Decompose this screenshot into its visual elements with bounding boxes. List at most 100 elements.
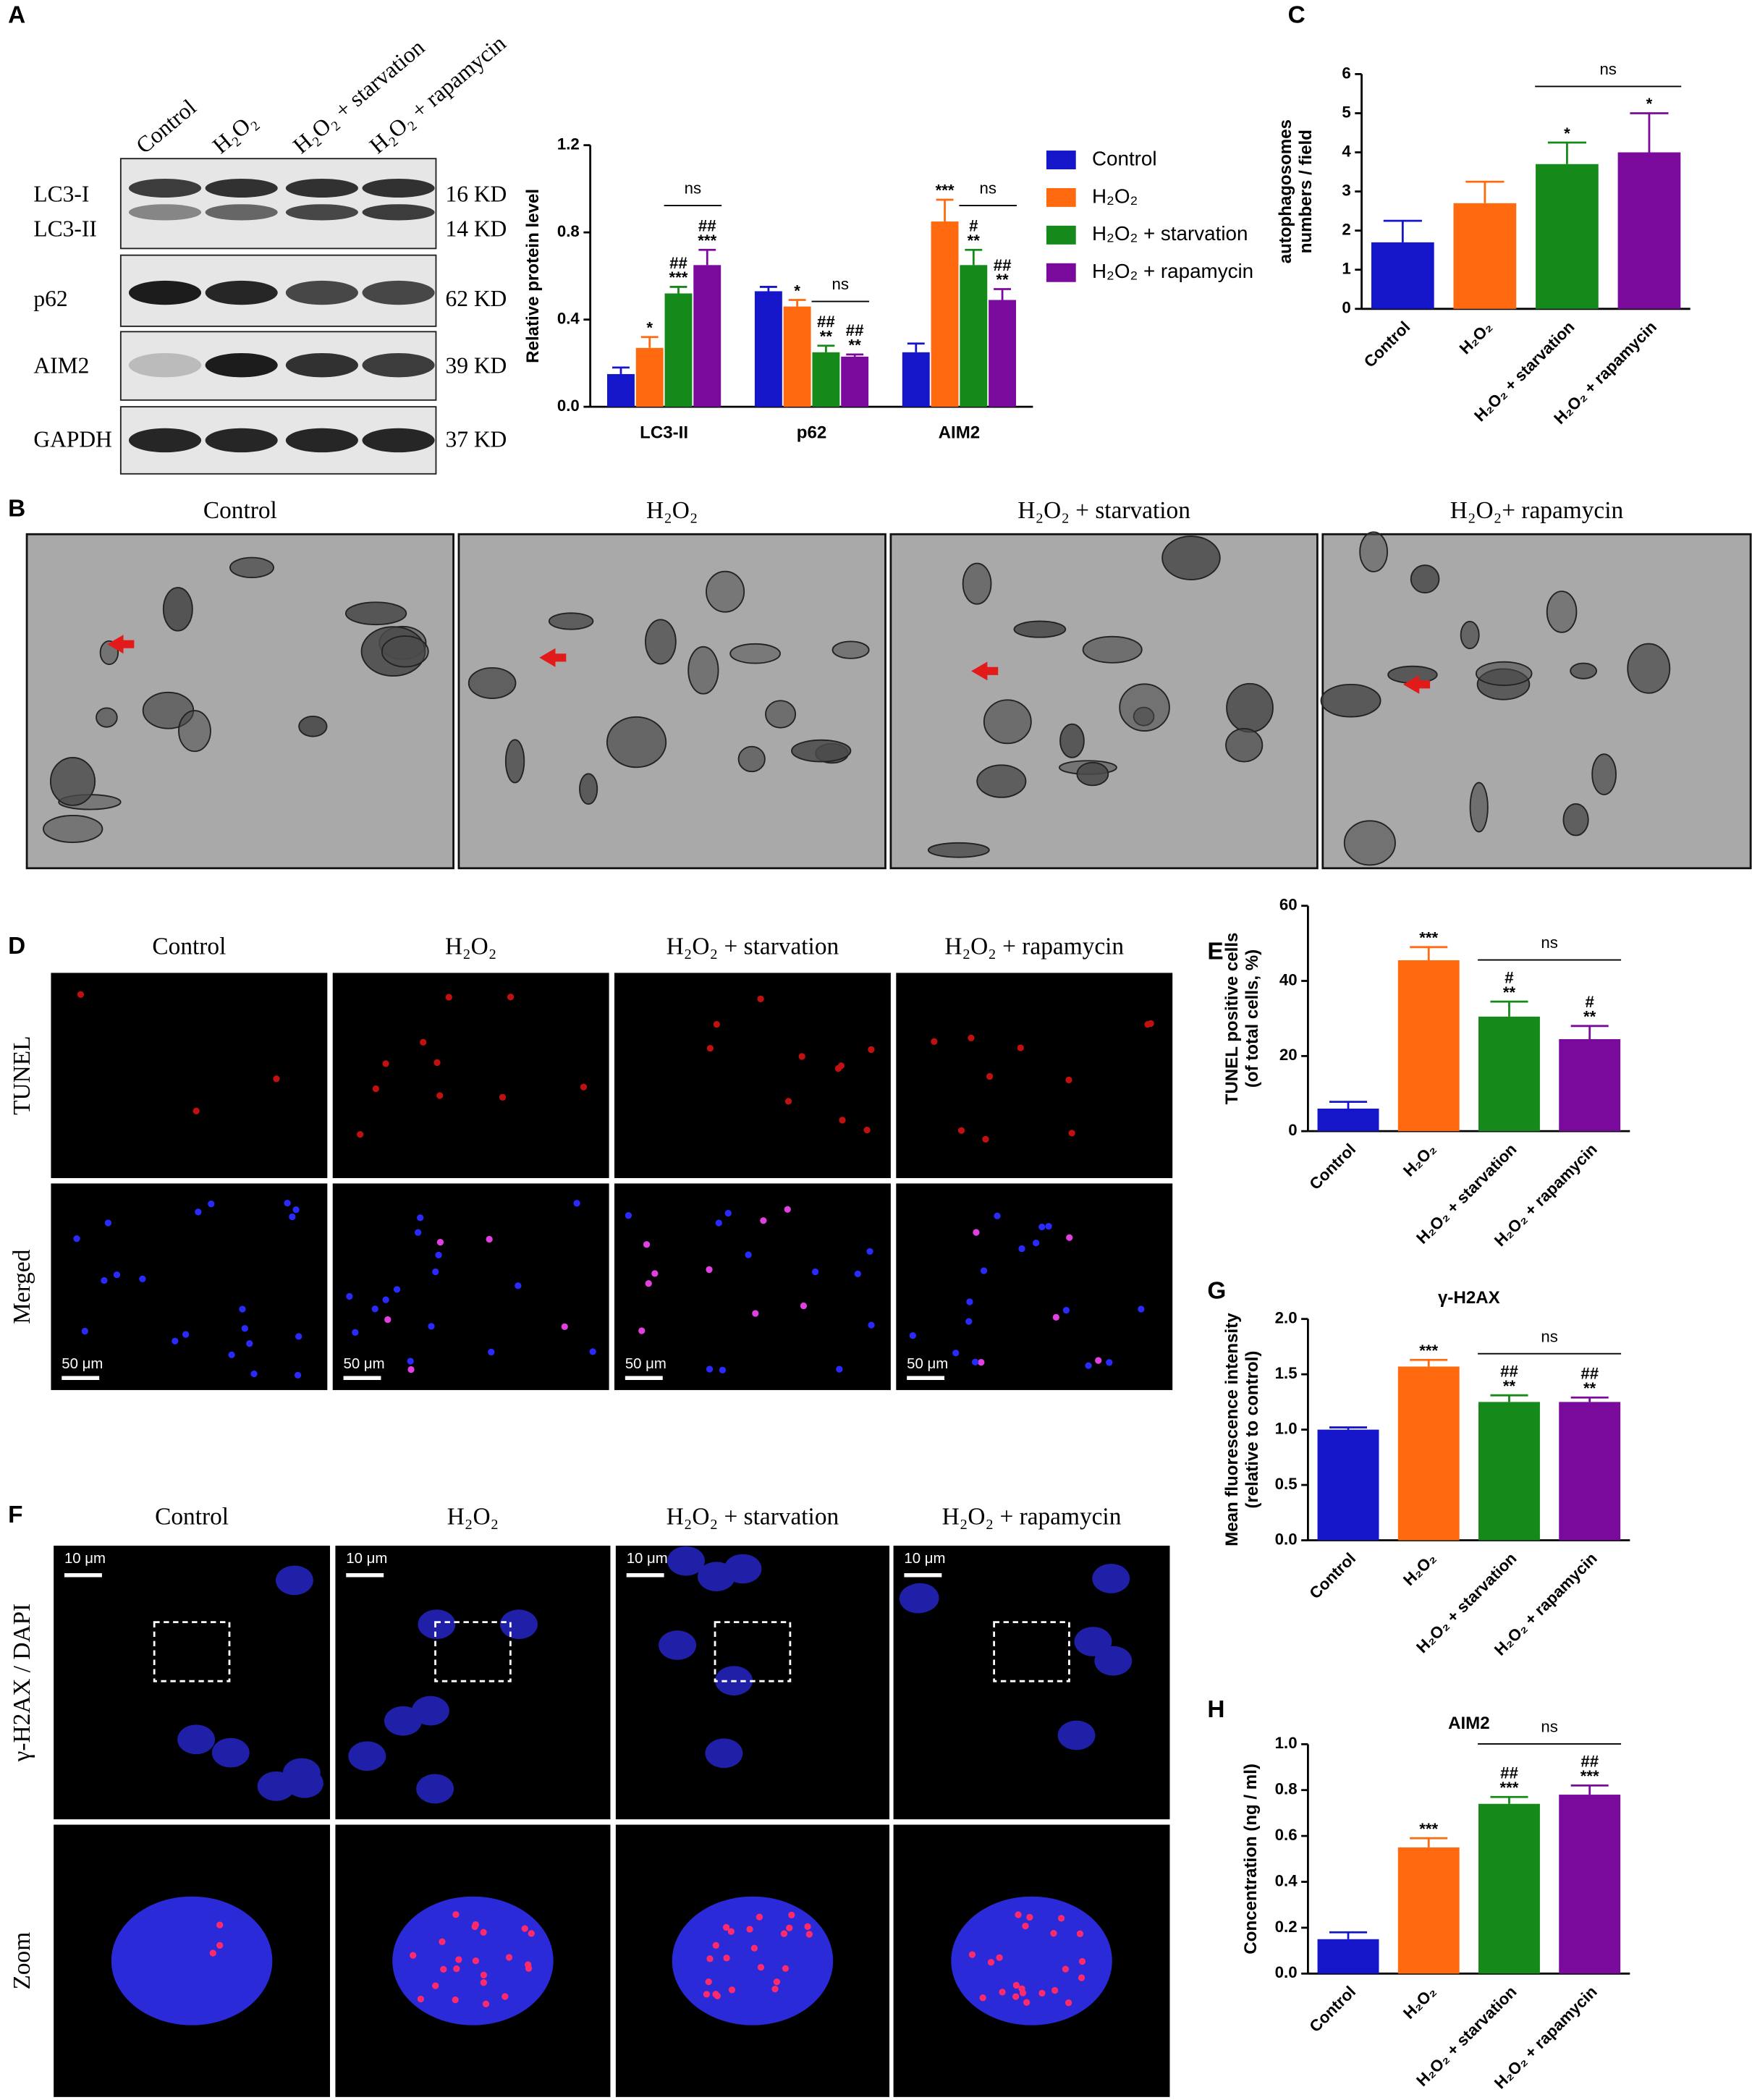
cell bbox=[651, 1270, 659, 1277]
organelle bbox=[1161, 535, 1221, 580]
blot-membrane bbox=[119, 158, 437, 250]
bar bbox=[1559, 1402, 1621, 1541]
organelle bbox=[962, 562, 992, 605]
fluorescence-image bbox=[332, 1183, 609, 1390]
organelle bbox=[645, 619, 677, 665]
bracket-label: ns bbox=[1541, 1718, 1557, 1736]
y-tick-label: 0.6 bbox=[1275, 1826, 1298, 1844]
significance: # bbox=[969, 217, 978, 235]
legend-swatch bbox=[1046, 187, 1076, 207]
cell bbox=[420, 1038, 427, 1046]
significance: ## bbox=[994, 256, 1012, 274]
cell bbox=[407, 1358, 414, 1365]
cell bbox=[436, 1092, 444, 1099]
foci bbox=[1022, 1922, 1029, 1930]
significance: ## bbox=[817, 313, 835, 331]
protein-label: LC3-II bbox=[33, 216, 96, 242]
cell bbox=[978, 1358, 985, 1366]
cell bbox=[706, 1045, 714, 1052]
row-label: Zoom bbox=[9, 1932, 35, 1990]
significance: ## bbox=[1500, 1764, 1518, 1782]
cell bbox=[854, 1270, 861, 1277]
blot-band bbox=[205, 352, 278, 378]
blot-band bbox=[128, 352, 202, 378]
cell bbox=[273, 1075, 280, 1083]
cell bbox=[515, 1282, 522, 1290]
organelle bbox=[983, 699, 1032, 745]
scale-bar-label: 10 μm bbox=[346, 1551, 387, 1567]
significance: *** bbox=[669, 268, 688, 287]
cell bbox=[384, 1316, 392, 1324]
cell bbox=[698, 1562, 735, 1592]
y-tick-label: 1.0 bbox=[1275, 1734, 1298, 1752]
y-axis-title: Mean fluorescence intensity bbox=[1222, 1313, 1242, 1546]
organelle bbox=[1460, 620, 1480, 650]
foci bbox=[480, 1928, 487, 1936]
organelle bbox=[1343, 820, 1396, 866]
image-title: H₂O₂ + starvation bbox=[666, 933, 839, 960]
bar bbox=[1371, 242, 1434, 309]
foci bbox=[440, 1965, 447, 1973]
cell bbox=[868, 1046, 875, 1054]
foci bbox=[1023, 1999, 1031, 2006]
cell bbox=[837, 1062, 845, 1070]
bracket-label: ns bbox=[1541, 1327, 1557, 1345]
micrograph bbox=[25, 533, 454, 870]
foci bbox=[216, 1942, 224, 1949]
y-tick-label: 0.4 bbox=[557, 310, 580, 328]
y-tick-label: 2 bbox=[1342, 221, 1350, 239]
foci bbox=[727, 1928, 735, 1935]
foci bbox=[528, 1930, 535, 1937]
organelle bbox=[729, 643, 781, 664]
panel-label: F bbox=[8, 1502, 22, 1528]
bar bbox=[607, 373, 635, 407]
cell bbox=[295, 1333, 302, 1340]
scale-bar-label: 10 μm bbox=[904, 1551, 945, 1567]
image-title: H₂O₂ + starvation bbox=[1017, 497, 1190, 524]
cell bbox=[868, 1321, 875, 1329]
cell bbox=[488, 1348, 495, 1356]
organelle bbox=[344, 601, 407, 626]
y-tick-label: 1.0 bbox=[1275, 1419, 1298, 1437]
cell bbox=[1018, 1245, 1025, 1253]
cell bbox=[643, 1241, 651, 1248]
cell bbox=[724, 1209, 732, 1217]
cell bbox=[1144, 1020, 1151, 1028]
protein-label: AIM2 bbox=[33, 353, 89, 378]
organelle bbox=[467, 666, 517, 699]
organelle bbox=[831, 640, 870, 659]
bracket-label: ns bbox=[1599, 60, 1616, 78]
cell bbox=[393, 1286, 401, 1293]
y-tick-label: 0.2 bbox=[1275, 1918, 1298, 1936]
cell bbox=[500, 1609, 538, 1640]
foci bbox=[756, 1913, 763, 1921]
bar bbox=[960, 265, 988, 407]
organelle bbox=[1410, 564, 1440, 594]
blot-band bbox=[128, 428, 202, 453]
lane-label: Control bbox=[131, 94, 200, 158]
cell bbox=[172, 1337, 179, 1345]
organelle bbox=[765, 700, 797, 729]
foci bbox=[471, 1923, 478, 1931]
significance: ## bbox=[1580, 1365, 1599, 1383]
significance: ## bbox=[698, 217, 716, 235]
bar bbox=[902, 352, 930, 407]
significance: ** bbox=[996, 271, 1009, 289]
organelle bbox=[178, 710, 211, 753]
significance: * bbox=[1564, 124, 1570, 143]
legend-swatch bbox=[1046, 263, 1076, 282]
cell bbox=[645, 1280, 652, 1287]
foci bbox=[1026, 1913, 1033, 1921]
y-tick-label: 4 bbox=[1342, 142, 1351, 160]
cell bbox=[407, 1366, 415, 1373]
foci bbox=[1015, 1911, 1022, 1918]
zoom-box bbox=[434, 1621, 512, 1682]
foci bbox=[712, 1942, 719, 1949]
blot-band bbox=[285, 428, 358, 453]
bar bbox=[635, 347, 664, 407]
image-title: H₂O₂ bbox=[447, 1504, 499, 1530]
blot-band bbox=[285, 204, 358, 221]
organelle bbox=[706, 570, 745, 613]
foci bbox=[453, 1965, 460, 1973]
cell bbox=[973, 1229, 980, 1236]
